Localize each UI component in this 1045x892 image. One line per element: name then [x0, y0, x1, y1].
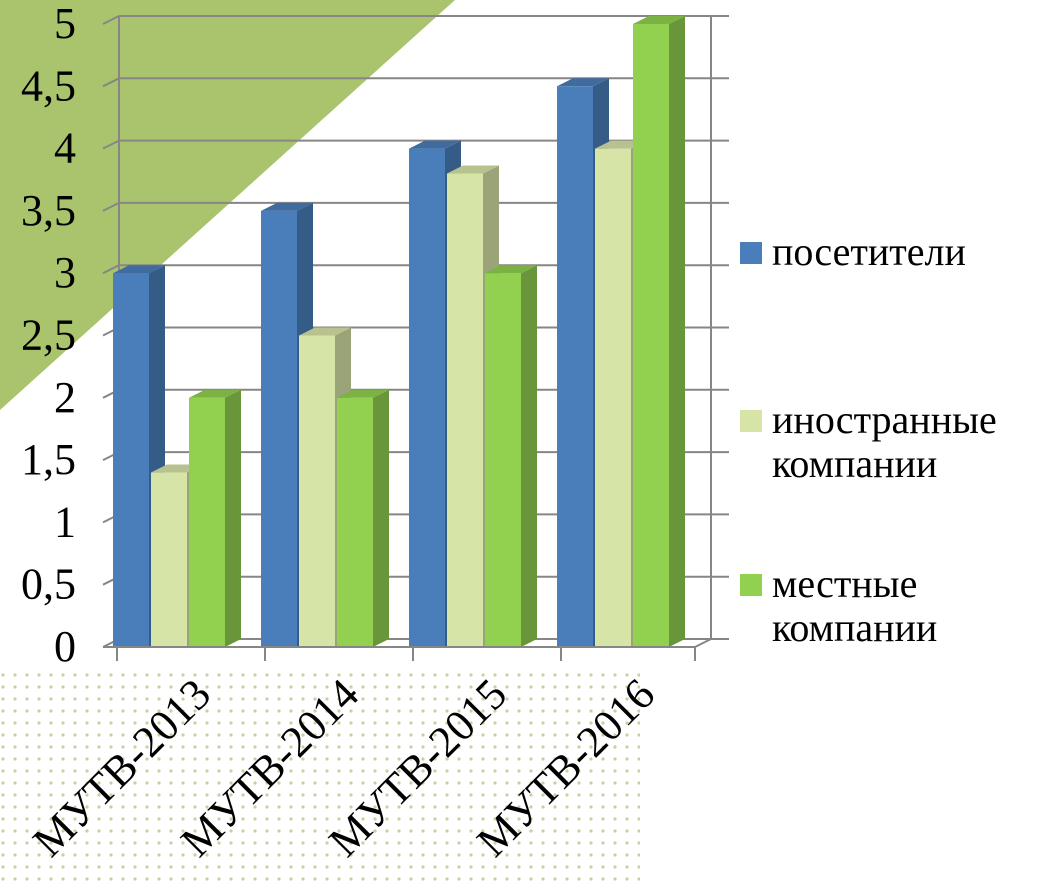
bar-top	[337, 389, 389, 398]
y-tick-label: 5	[54, 0, 76, 48]
floor-right-edge	[694, 638, 712, 648]
y-tick-label: 3,5	[21, 186, 76, 235]
bars-layer	[113, 16, 685, 648]
decorative-dot-pattern	[0, 668, 640, 887]
bar-front	[151, 472, 187, 647]
y-tick-label: 4,5	[21, 61, 76, 110]
side-wall-gridline	[102, 264, 120, 275]
bar-front	[261, 210, 297, 647]
y-tick-label: 2	[54, 373, 76, 422]
bar-front	[337, 397, 373, 647]
bar-top	[299, 327, 351, 336]
legend-label-visitors: посетители	[772, 229, 966, 274]
y-tick-label: 1	[54, 497, 76, 546]
bar-top	[557, 78, 609, 87]
legend-swatch-visitors	[740, 242, 762, 264]
bar-top	[485, 265, 537, 274]
bar-side	[521, 265, 537, 647]
side-wall-gridline	[102, 77, 120, 88]
legend-label-foreign-companies: иностранные компании	[772, 397, 997, 486]
side-wall-gridline	[102, 139, 120, 150]
bar-front	[113, 273, 149, 647]
legend-swatch-foreign-companies	[740, 410, 762, 432]
bar-top	[633, 16, 685, 24]
bar-front	[485, 273, 521, 647]
y-tick-label: 1,5	[21, 435, 76, 484]
bar-front	[299, 335, 335, 647]
bar-top	[447, 165, 499, 174]
bar-side	[225, 389, 241, 647]
y-tick-label: 2,5	[21, 311, 76, 360]
y-tick-label: 0,5	[21, 560, 76, 609]
bar-top	[189, 389, 241, 398]
y-tick-label: 4	[54, 124, 76, 173]
legend-item-visitors: посетители	[740, 230, 1042, 274]
bar-front	[557, 86, 593, 648]
bar-side	[669, 16, 685, 647]
legend-item-local-companies: местные компании	[740, 562, 1042, 650]
y-tick-label: 3	[54, 248, 76, 297]
y-tick-label: 0	[54, 622, 76, 671]
side-wall-gridline	[102, 202, 120, 212]
bar-top	[409, 140, 461, 149]
bar-front	[409, 148, 445, 647]
legend-item-foreign-companies: иностранные компании	[740, 398, 1042, 486]
bar-side	[373, 389, 389, 647]
side-wall-gridline	[102, 15, 120, 25]
bar-top	[261, 202, 313, 211]
bar-front	[595, 148, 631, 647]
bar-front	[633, 24, 669, 647]
bar-front	[447, 173, 483, 647]
bar-top	[113, 265, 165, 274]
bar-front	[189, 397, 225, 647]
legend-label-local-companies: местные компании	[772, 561, 938, 650]
legend-swatch-local-companies	[740, 574, 762, 596]
